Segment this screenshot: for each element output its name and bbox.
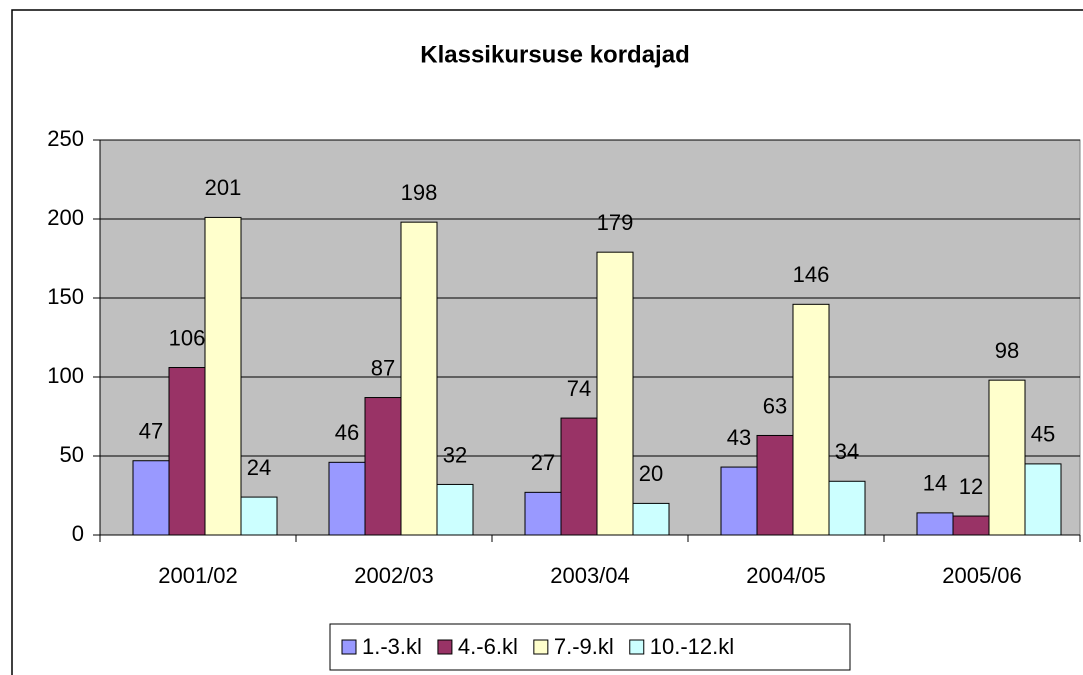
bar <box>168 367 206 536</box>
legend-label: 7.-9.kl <box>554 634 614 659</box>
data-label: 32 <box>443 442 467 467</box>
chart-title: Klassikursuse kordajad <box>420 41 689 68</box>
data-label: 27 <box>531 450 555 475</box>
data-label: 24 <box>247 455 271 480</box>
bar <box>720 466 758 536</box>
bar <box>596 251 634 536</box>
data-label: 74 <box>567 376 591 401</box>
data-label: 34 <box>835 439 859 464</box>
data-label: 20 <box>639 461 663 486</box>
data-label: 201 <box>205 175 242 200</box>
y-tick-label: 250 <box>47 126 84 151</box>
data-label: 63 <box>763 393 787 418</box>
bar <box>988 379 1026 536</box>
legend-label: 10.-12.kl <box>650 634 734 659</box>
data-label: 43 <box>727 425 751 450</box>
legend-label: 4.-6.kl <box>458 634 518 659</box>
x-tick-label: 2003/04 <box>550 563 630 588</box>
bar <box>632 502 670 536</box>
data-label: 98 <box>995 338 1019 363</box>
legend-swatch <box>629 639 645 655</box>
bar <box>204 216 242 536</box>
data-label: 45 <box>1031 422 1055 447</box>
bar <box>560 417 598 536</box>
bar <box>328 461 366 536</box>
data-label: 14 <box>923 471 947 496</box>
y-tick-label: 200 <box>47 205 84 230</box>
data-label: 12 <box>959 474 983 499</box>
data-label: 146 <box>793 262 830 287</box>
bar <box>916 512 954 536</box>
data-label: 47 <box>139 419 163 444</box>
bar <box>240 496 278 536</box>
bar <box>1024 463 1062 536</box>
bar <box>132 460 170 536</box>
bar <box>952 515 990 536</box>
bar <box>792 303 830 536</box>
x-tick-label: 2001/02 <box>158 563 238 588</box>
x-tick-label: 2002/03 <box>354 563 434 588</box>
bar <box>524 491 562 536</box>
legend-swatch <box>341 639 357 655</box>
bar <box>756 434 794 536</box>
y-tick-label: 0 <box>72 521 84 546</box>
y-tick-label: 50 <box>60 442 84 467</box>
data-label: 46 <box>335 420 359 445</box>
bar <box>828 480 866 536</box>
bar <box>436 483 474 536</box>
legend-label: 1.-3.kl <box>362 634 422 659</box>
x-tick-label: 2005/06 <box>942 563 1022 588</box>
data-label: 179 <box>597 210 634 235</box>
data-label: 198 <box>401 180 438 205</box>
x-tick-label: 2004/05 <box>746 563 826 588</box>
bar <box>364 397 402 536</box>
bar <box>400 221 438 536</box>
data-label: 106 <box>169 325 206 350</box>
legend-swatch <box>437 639 453 655</box>
data-label: 87 <box>371 355 395 380</box>
y-tick-label: 100 <box>47 363 84 388</box>
legend <box>329 623 851 671</box>
y-tick-label: 150 <box>47 284 84 309</box>
legend-swatch <box>533 639 549 655</box>
